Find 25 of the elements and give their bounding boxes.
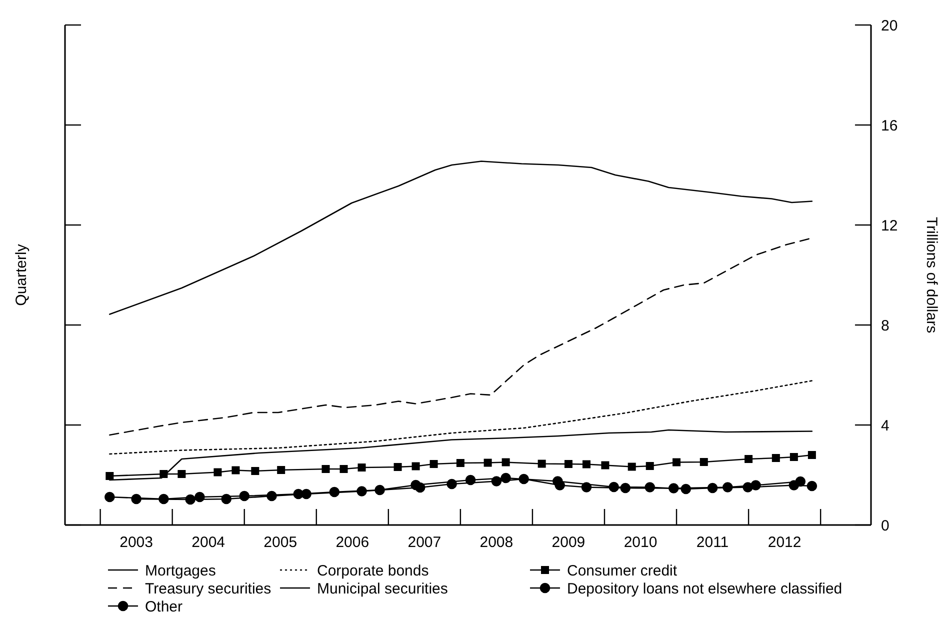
x-tick-label: 2007 — [408, 534, 442, 551]
x-tick-label: 2011 — [696, 534, 729, 551]
x-tick-label: 2006 — [336, 534, 370, 551]
y-axis-title: Quarterly — [13, 244, 30, 306]
legend-label: Corporate bonds — [317, 562, 429, 580]
y-tick-label: 16 — [881, 117, 898, 134]
y-tick-label: 20 — [881, 17, 898, 34]
x-tick-label: 2008 — [480, 534, 514, 551]
x-tick-label: 2010 — [624, 534, 658, 551]
legend-label: Mortgages — [145, 562, 216, 580]
y-tick-label: 4 — [881, 417, 890, 434]
x-tick-label: 2009 — [552, 534, 586, 551]
y2-axis-title: Trillions of dollars — [923, 216, 940, 334]
y-tick-label: 12 — [881, 217, 898, 234]
y-tick-label: 0 — [881, 517, 890, 534]
x-tick-label: 2003 — [120, 534, 153, 551]
legend-label: Treasury securities — [145, 580, 272, 598]
x-tick-label: 2005 — [264, 534, 298, 551]
legend-label: Consumer credit — [567, 562, 678, 580]
x-tick-label: 2012 — [768, 534, 802, 551]
x-tick-label: 2004 — [192, 534, 226, 551]
legend-label: Other — [145, 598, 183, 616]
legend-label: Municipal securities — [317, 580, 448, 598]
legend-label: Depository loans not elsewhere classified — [567, 580, 842, 598]
y-tick-label: 8 — [881, 317, 890, 334]
